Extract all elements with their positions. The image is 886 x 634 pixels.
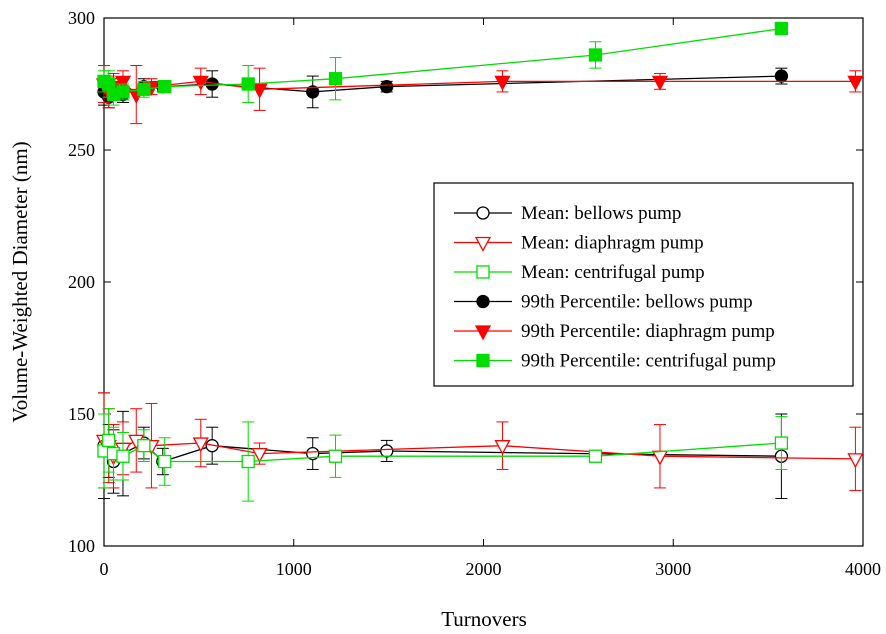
legend-marker (476, 265, 490, 279)
data-point (158, 454, 172, 469)
y-tick-label: 100 (68, 536, 95, 556)
series-6 (97, 21, 789, 106)
data-point (774, 21, 789, 36)
y-tick-label: 300 (68, 8, 95, 28)
data-point (241, 77, 255, 91)
legend-marker (476, 294, 490, 309)
chart-marks (95, 21, 864, 502)
data-point (328, 449, 343, 463)
legend-label: 99th Percentile: bellows pump (521, 292, 753, 313)
data-point (380, 444, 394, 458)
x-tick-label: 0 (100, 559, 109, 579)
legend-marker (476, 353, 490, 368)
data-point (192, 437, 209, 453)
data-point (192, 75, 209, 91)
y-axis-title: Volume-Weighted Diameter (nm) (8, 141, 32, 422)
y-tick-label: 150 (68, 404, 95, 424)
y-tick-label: 200 (68, 272, 95, 292)
legend-label: 99th Percentile: centrifugal pump (521, 351, 776, 372)
legend-label: Mean: centrifugal pump (521, 262, 705, 283)
legend-item: 99th Percentile: centrifugal pump (454, 351, 776, 372)
data-point (158, 79, 172, 94)
data-point (116, 85, 130, 99)
legend-label: Mean: bellows pump (521, 203, 681, 224)
x-tick-label: 4000 (845, 559, 881, 579)
x-axis-title: Turnovers (441, 607, 527, 631)
legend-label: 99th Percentile: diaphragm pump (521, 321, 775, 342)
data-point (847, 453, 864, 469)
legend-marker (474, 236, 492, 252)
legend-box (433, 182, 854, 387)
data-point (328, 72, 343, 86)
data-point (651, 75, 669, 91)
legend-marker (476, 206, 490, 220)
data-point (116, 449, 130, 463)
x-tick-label: 1000 (276, 559, 312, 579)
legend-label: Mean: diaphragm pump (521, 233, 704, 254)
data-point (306, 446, 320, 461)
y-tick-label: 250 (68, 140, 95, 160)
legend-item: Mean: centrifugal pump (454, 262, 705, 283)
legend-item: Mean: bellows pump (454, 203, 681, 224)
data-point (588, 48, 603, 62)
data-point (774, 69, 789, 83)
data-point (847, 75, 864, 91)
x-tick-label: 3000 (655, 559, 691, 579)
data-point (102, 433, 116, 448)
series-3 (97, 408, 789, 502)
legend-marker (474, 325, 492, 341)
data-point (651, 450, 669, 466)
data-point (251, 83, 268, 99)
data-point (137, 439, 151, 453)
x-tick-label: 2000 (466, 559, 502, 579)
data-point (251, 447, 268, 463)
data-point (494, 440, 511, 456)
legend-item: 99th Percentile: diaphragm pump (454, 321, 775, 342)
data-point (114, 75, 132, 91)
legend-item: Mean: diaphragm pump (454, 233, 704, 254)
data-point (380, 79, 394, 94)
legend: Mean: bellows pump Mean: diaphragm pump Me… (433, 182, 854, 387)
legend-item: 99th Percentile: bellows pump (454, 292, 753, 313)
data-point (494, 75, 511, 91)
data-point (774, 436, 789, 450)
data-point (306, 85, 320, 99)
data-point (137, 82, 151, 96)
data-point (588, 449, 603, 463)
data-point (241, 454, 255, 469)
